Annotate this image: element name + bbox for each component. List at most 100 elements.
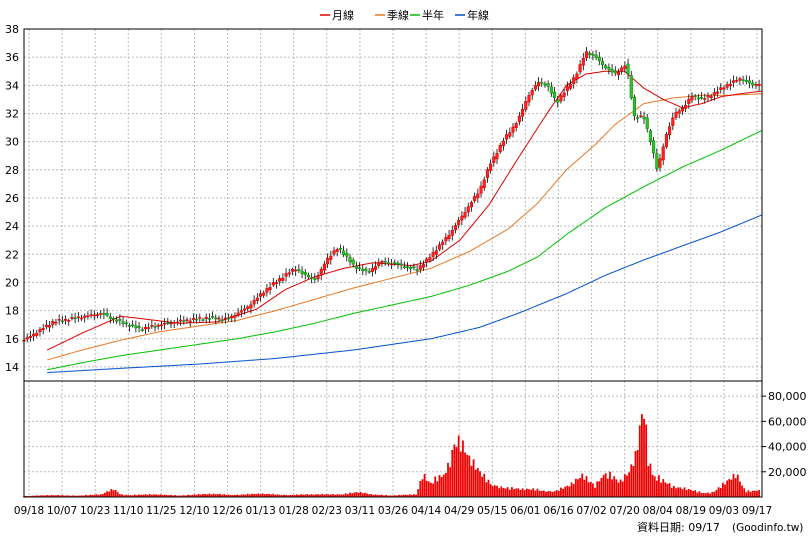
candle-body [568, 84, 573, 89]
volume-bar [63, 495, 66, 497]
volume-bar [72, 495, 74, 497]
candle-body [274, 281, 279, 284]
volume-bar [42, 495, 45, 497]
volume-bar [600, 477, 603, 497]
volume-bar [690, 490, 692, 497]
volume-bar [562, 488, 564, 497]
candle-body [319, 268, 323, 276]
volume-bar [389, 495, 392, 497]
candle-body [386, 262, 390, 264]
candle-body [591, 53, 595, 56]
volume-bar [419, 480, 422, 497]
volume-bar [489, 484, 492, 497]
candle-body [511, 126, 515, 133]
candle-body [489, 163, 493, 171]
volume-bar [658, 475, 660, 497]
candle-body [492, 156, 496, 163]
candle-body [457, 220, 461, 225]
candle-body [156, 324, 160, 327]
volume-bar [542, 490, 545, 497]
volume-bar [653, 476, 656, 497]
volume-bar [29, 495, 32, 497]
volume-bar [500, 486, 503, 497]
candle-body [540, 82, 544, 84]
volume-bar [538, 490, 541, 497]
candle-body [41, 328, 45, 330]
volume-bar [532, 488, 535, 497]
candle-body [418, 265, 422, 270]
candle-body [207, 318, 211, 320]
candle-body [441, 241, 445, 246]
volume-bar [717, 487, 720, 497]
volume-bar [670, 487, 673, 497]
candle-body [700, 96, 704, 99]
volume-bar [570, 482, 573, 497]
volume-bar [212, 493, 215, 497]
price-tick-label: 18 [5, 305, 19, 318]
candle-body [233, 315, 237, 318]
candle-body [54, 321, 58, 324]
volume-bar [259, 494, 262, 497]
volume-bar [430, 482, 432, 497]
candle-body [473, 196, 477, 201]
volume-bar [581, 473, 584, 497]
candle-body [345, 253, 349, 257]
volume-bar [732, 473, 735, 497]
candle-body [354, 265, 358, 269]
candle-body [118, 319, 122, 321]
candle-body [294, 269, 298, 272]
volume-bar [138, 494, 140, 497]
volume-bar [672, 486, 675, 497]
volume-bar [229, 494, 232, 497]
candle-body [63, 318, 68, 321]
candle-body [278, 278, 282, 282]
volume-bar [244, 494, 247, 497]
volume-bar [589, 482, 592, 497]
volume-bar [647, 466, 650, 497]
candle-body [428, 257, 432, 261]
volume-bar [444, 472, 447, 497]
volume-bar [402, 494, 405, 497]
volume-bar [481, 476, 484, 497]
volume-bar [383, 495, 385, 497]
candle-body [95, 314, 100, 317]
date-tick-label: 10/23 [80, 505, 110, 517]
candle-body [495, 153, 499, 160]
volume-bar [702, 493, 705, 497]
volume-bar [69, 495, 72, 497]
candle-body [179, 319, 183, 322]
volume-bar [745, 492, 748, 497]
candle-body [338, 248, 342, 250]
volume-bar [485, 482, 488, 497]
candle-body [735, 80, 739, 82]
candle-body [399, 263, 403, 266]
volume-bar [651, 474, 654, 497]
candle-body [658, 158, 662, 168]
volume-bar [359, 491, 362, 497]
candle-body [402, 266, 406, 268]
volume-bar [289, 494, 292, 497]
candle-body [300, 270, 304, 274]
candle-body [358, 267, 362, 269]
legend-label-month: 月線 [332, 8, 354, 22]
ma-line-half [47, 129, 763, 371]
candle-body [684, 104, 688, 109]
volume-bar [210, 494, 213, 497]
volume-bar [25, 495, 28, 497]
volume-bar [125, 494, 128, 497]
candle-body [527, 95, 531, 103]
volume-bar [491, 486, 494, 497]
volume-bar [476, 468, 479, 497]
candle-body [89, 314, 93, 316]
candle-body [322, 263, 326, 271]
candle-body [44, 324, 48, 328]
volume-bar [329, 494, 332, 497]
candle-body [725, 84, 729, 88]
volume-bar [136, 495, 138, 497]
volume-bar [89, 494, 91, 497]
volume-bar [734, 478, 737, 497]
candle-body [556, 99, 560, 103]
volume-bar [325, 493, 328, 497]
volume-tick-label: 20,000 [768, 466, 807, 479]
